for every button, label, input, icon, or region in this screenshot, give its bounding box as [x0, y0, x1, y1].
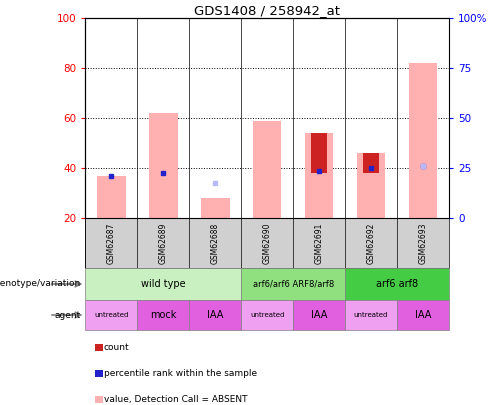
Text: GSM62689: GSM62689: [159, 222, 168, 264]
Bar: [97, 175, 125, 218]
Text: untreated: untreated: [354, 312, 388, 318]
Text: arf6 arf8: arf6 arf8: [376, 279, 418, 289]
Text: GSM62690: GSM62690: [263, 222, 272, 264]
Text: GSM62693: GSM62693: [419, 222, 427, 264]
Text: GSM62688: GSM62688: [211, 222, 220, 264]
Bar: [241, 268, 345, 300]
Text: genotype/variation: genotype/variation: [0, 279, 81, 288]
Bar: [293, 300, 345, 330]
Bar: [253, 121, 282, 218]
Text: wild type: wild type: [141, 279, 185, 289]
Bar: [149, 113, 178, 218]
Bar: [189, 300, 241, 330]
Bar: [241, 300, 293, 330]
Text: percentile rank within the sample: percentile rank within the sample: [104, 369, 257, 378]
Text: GSM62687: GSM62687: [107, 222, 116, 264]
Bar: [409, 63, 437, 218]
Bar: [137, 300, 189, 330]
Text: IAA: IAA: [207, 310, 224, 320]
Bar: [345, 300, 397, 330]
Text: GSM62692: GSM62692: [366, 222, 376, 264]
Bar: [201, 198, 229, 218]
Bar: [357, 153, 386, 218]
Text: IAA: IAA: [311, 310, 327, 320]
Text: agent: agent: [54, 311, 81, 320]
Bar: [85, 300, 137, 330]
Text: mock: mock: [150, 310, 177, 320]
Bar: [345, 268, 449, 300]
Text: count: count: [104, 343, 129, 352]
Text: value, Detection Call = ABSENT: value, Detection Call = ABSENT: [104, 395, 247, 404]
Bar: [85, 268, 241, 300]
Bar: [363, 153, 379, 173]
Text: untreated: untreated: [94, 312, 128, 318]
Text: IAA: IAA: [415, 310, 431, 320]
Title: GDS1408 / 258942_at: GDS1408 / 258942_at: [194, 4, 340, 17]
Text: GSM62691: GSM62691: [315, 222, 324, 264]
Text: untreated: untreated: [250, 312, 285, 318]
Bar: [397, 300, 449, 330]
Bar: [311, 133, 327, 173]
Text: arf6/arf6 ARF8/arf8: arf6/arf6 ARF8/arf8: [252, 279, 334, 288]
Bar: [305, 133, 333, 218]
